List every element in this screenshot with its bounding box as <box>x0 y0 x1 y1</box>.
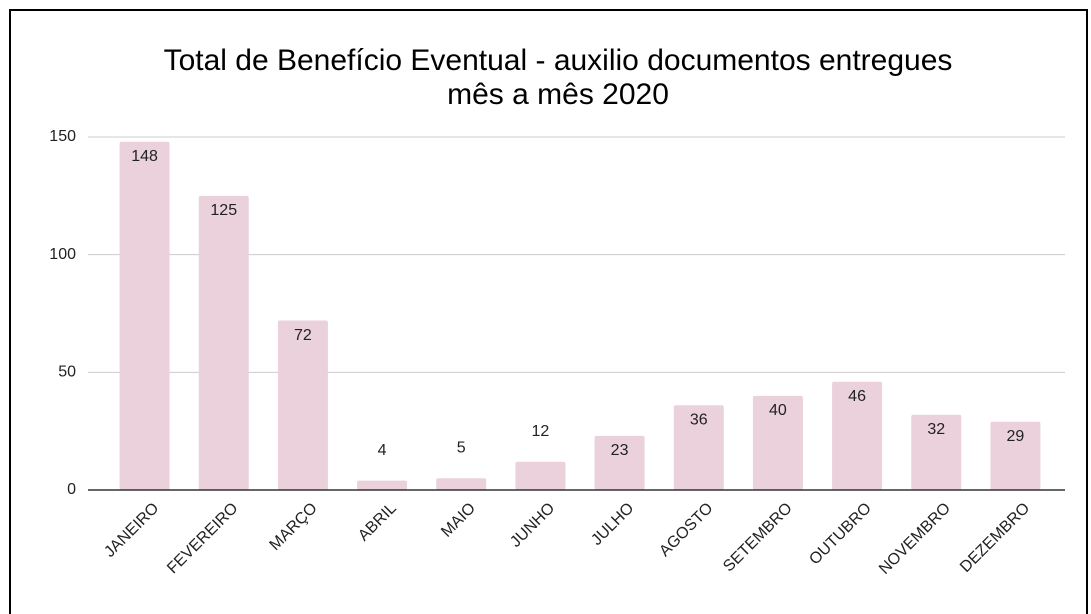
chart-title: Total de Benefício Eventual - auxilio do… <box>164 44 953 77</box>
bar <box>436 478 487 490</box>
bar <box>119 141 170 490</box>
bar <box>198 195 249 491</box>
bar <box>594 435 645 490</box>
chart-frame <box>9 9 1088 614</box>
bar <box>911 414 962 490</box>
bar <box>515 461 566 490</box>
data-label: 125 <box>210 202 237 219</box>
data-label: 32 <box>927 421 945 438</box>
data-label: 148 <box>131 148 158 165</box>
bar <box>752 395 803 490</box>
data-label: 46 <box>848 388 866 405</box>
y-tick-label: 0 <box>67 481 76 498</box>
y-tick-label: 150 <box>49 128 76 145</box>
bar <box>673 405 724 490</box>
data-label: 4 <box>378 442 387 459</box>
data-label: 5 <box>457 439 466 456</box>
data-label: 12 <box>532 423 550 440</box>
data-label: 40 <box>769 402 787 419</box>
chart-title: mês a mês 2020 <box>447 78 669 111</box>
bar <box>832 381 883 490</box>
data-label: 29 <box>1007 428 1025 445</box>
bar <box>277 320 328 490</box>
data-label: 36 <box>690 411 708 428</box>
data-label: 23 <box>611 442 629 459</box>
y-tick-label: 50 <box>58 364 76 381</box>
y-tick-label: 100 <box>49 246 76 263</box>
data-label: 72 <box>294 327 312 344</box>
bar <box>990 421 1041 490</box>
bar <box>357 480 408 490</box>
